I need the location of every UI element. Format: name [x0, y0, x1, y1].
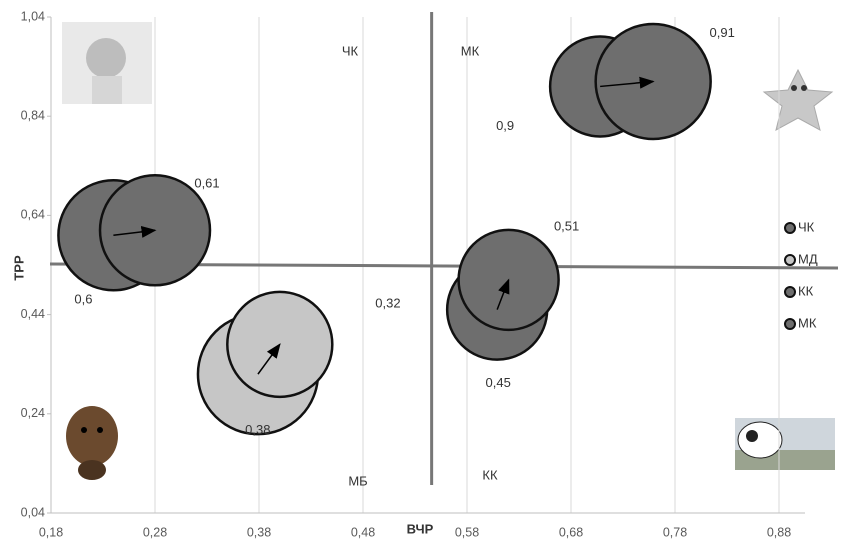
x-tick-label: 0,88: [767, 525, 791, 539]
x-tick-label: 0,58: [455, 525, 479, 539]
quadrant-label: МК: [461, 43, 480, 58]
chart: ТРР ВЧР 0,18 0,28 0,38 0,48 0,58 0,68 0,78 0,88…: [0, 0, 843, 543]
quadrant-label: МБ: [348, 473, 367, 488]
cow-image: [735, 418, 835, 470]
data-label: 0,9: [496, 118, 514, 133]
quadrant-label: ЧК: [342, 43, 359, 58]
y-tick-label: 0,84: [21, 108, 45, 122]
x-tick-label: 0,48: [351, 525, 375, 539]
legend-label: ЧК: [798, 219, 815, 234]
x-tick-label: 0,78: [663, 525, 687, 539]
y-tick-label: 0,04: [21, 505, 45, 519]
data-label: 0,61: [194, 176, 219, 191]
legend-label: КК: [798, 283, 814, 298]
data-label: 0,91: [710, 25, 735, 40]
legend-marker: [785, 255, 795, 265]
child-image: [62, 22, 152, 104]
quadrant-label: КК: [482, 467, 498, 482]
legend-marker: [785, 319, 795, 329]
legend-label: МК: [798, 315, 817, 330]
data-label: 0,51: [554, 218, 579, 233]
legend-label: МД: [798, 251, 818, 266]
x-tick-label: 0,68: [559, 525, 583, 539]
y-tick-label: 0,64: [21, 208, 45, 222]
legend-marker: [785, 223, 795, 233]
x-tick-label: 0,18: [39, 525, 63, 539]
data-label: 0,32: [375, 296, 400, 311]
legend-marker: [785, 287, 795, 297]
data-label: 0,45: [486, 375, 511, 390]
y-tick-label: 1,04: [21, 9, 45, 23]
x-tick-label: 0,28: [143, 525, 167, 539]
x-tick-label: 0,38: [247, 525, 271, 539]
y-tick-label: 0,44: [21, 307, 45, 321]
y-axis-label: ТРР: [11, 255, 26, 281]
y-tick-label: 0,24: [21, 406, 45, 420]
data-label: 0,38: [245, 422, 270, 437]
data-label: 0,6: [74, 292, 92, 307]
x-axis-label: ВЧР: [407, 521, 434, 536]
